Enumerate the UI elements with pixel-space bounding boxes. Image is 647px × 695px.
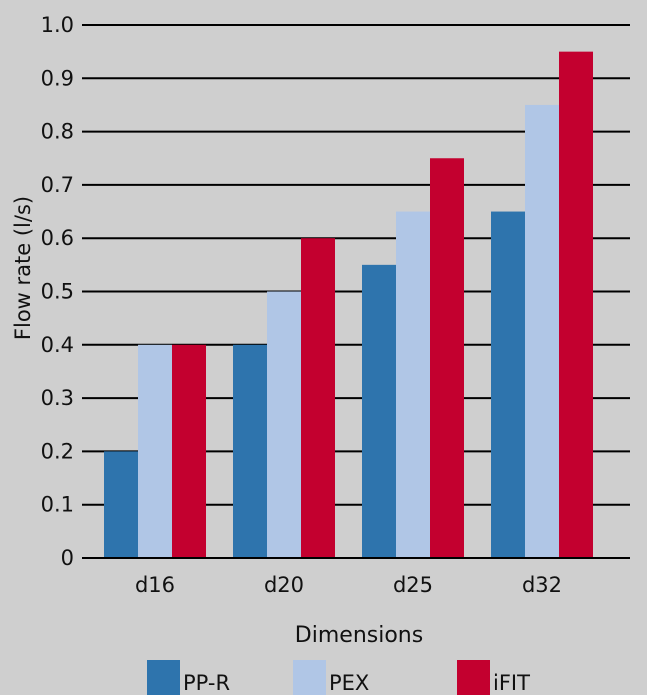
legend-label: iFIT bbox=[493, 671, 530, 695]
legend-swatch bbox=[457, 660, 490, 695]
bar-pp-r-d16 bbox=[104, 451, 138, 558]
legend-swatch bbox=[293, 660, 326, 695]
bar-pex-d16 bbox=[138, 344, 172, 558]
y-tick-labels: 0 0.1 0.2 0.3 0.4 0.5 0.6 0.7 0.8 0.9 1.0 bbox=[41, 13, 74, 570]
y-tick-label: 0.3 bbox=[41, 386, 74, 410]
x-tick-label: d16 bbox=[135, 573, 175, 597]
bar-ifit-d16 bbox=[172, 344, 206, 558]
bars bbox=[82, 51, 630, 559]
y-tick-label: 0.5 bbox=[41, 280, 74, 304]
y-tick-label: 0 bbox=[61, 546, 74, 570]
bar-ifit-d32 bbox=[559, 51, 593, 559]
legend-swatch bbox=[147, 660, 180, 695]
legend: PP-R PEX iFIT bbox=[147, 660, 530, 695]
bar-pp-r-d32 bbox=[491, 211, 525, 559]
bar-pp-r-d25 bbox=[362, 264, 396, 558]
y-tick-label: 0.8 bbox=[41, 120, 74, 144]
y-axis-label: Flow rate (l/s) bbox=[11, 196, 35, 340]
x-tick-label: d32 bbox=[522, 573, 562, 597]
bar-ifit-d20 bbox=[301, 238, 335, 558]
y-tick-label: 0.7 bbox=[41, 173, 74, 197]
x-tick-label: d20 bbox=[264, 573, 304, 597]
x-axis-label: Dimensions bbox=[295, 623, 423, 648]
bar-ifit-d25 bbox=[430, 158, 464, 558]
bar-pex-d25 bbox=[396, 211, 430, 559]
x-tick-label: d25 bbox=[393, 573, 433, 597]
y-tick-label: 1.0 bbox=[41, 13, 74, 37]
y-tick-label: 0.4 bbox=[41, 333, 74, 357]
bar-pex-d20 bbox=[267, 291, 301, 558]
bar-pp-r-d20 bbox=[233, 344, 267, 558]
legend-label: PP-R bbox=[183, 671, 230, 695]
x-tick-labels: d16 d20 d25 d32 bbox=[135, 573, 562, 597]
y-tick-label: 0.9 bbox=[41, 66, 74, 90]
legend-label: PEX bbox=[329, 671, 369, 695]
y-tick-label: 0.6 bbox=[41, 226, 74, 250]
y-tick-label: 0.1 bbox=[41, 493, 74, 517]
y-tick-label: 0.2 bbox=[41, 439, 74, 463]
bar-pex-d32 bbox=[525, 104, 559, 558]
